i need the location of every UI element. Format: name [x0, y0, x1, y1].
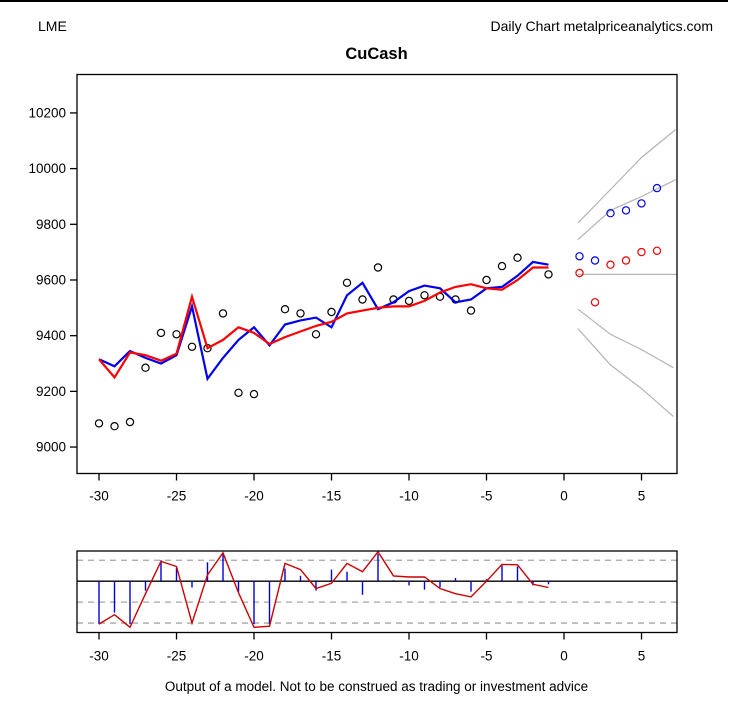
- disclaimer-caption: Output of a model. Not to be construed a…: [164, 679, 589, 694]
- y-tick-label: 9400: [36, 328, 66, 343]
- forecast-blue-point: [637, 199, 646, 208]
- observed-point: [172, 330, 181, 339]
- forecast-red-point: [575, 268, 584, 278]
- forecast-red-points: [575, 246, 662, 307]
- observed-points: [94, 253, 553, 431]
- observed-point: [311, 330, 321, 339]
- x-tick-label: 0: [560, 649, 568, 664]
- observed-point: [125, 417, 135, 427]
- forecast-blue-point: [606, 208, 615, 218]
- residual-bars: [98, 552, 550, 625]
- observed-point: [342, 278, 352, 287]
- forecast-red-point: [637, 247, 646, 257]
- forecast-blue-point: [590, 256, 600, 265]
- observed-point: [249, 389, 259, 399]
- forecast-red-point: [606, 260, 615, 269]
- x-tick-label: -10: [399, 489, 419, 504]
- forecast-blue-point: [652, 183, 662, 193]
- forecast-fan-lines: [577, 129, 677, 417]
- observed-point: [497, 261, 507, 271]
- main-y-axis: 9000 9200 9400 9600 9800 10000 10200: [28, 105, 77, 455]
- x-tick-label: -30: [89, 649, 109, 664]
- x-tick-label: 5: [638, 649, 646, 664]
- forecast-blue-point: [621, 206, 631, 215]
- model-fit-lines: [98, 260, 549, 382]
- y-tick-label: 9600: [36, 272, 66, 287]
- source-label: Daily Chart metalpriceanalytics.com: [490, 18, 713, 34]
- residual-reference-lines: [77, 559, 677, 624]
- observed-point: [110, 422, 119, 431]
- observed-point: [234, 388, 243, 397]
- observed-point: [420, 291, 429, 300]
- x-tick-label: -5: [480, 649, 492, 664]
- x-tick-label: -5: [480, 489, 492, 504]
- fan-lower_outer: [577, 328, 674, 417]
- y-tick-label: 10200: [28, 105, 66, 120]
- x-tick-label: -30: [89, 489, 109, 504]
- x-tick-label: -20: [244, 489, 264, 504]
- observed-point: [404, 296, 414, 306]
- observed-point: [373, 263, 383, 272]
- x-tick-label: 0: [560, 489, 568, 504]
- observed-point: [544, 270, 553, 279]
- y-tick-label: 9800: [36, 217, 66, 232]
- fan-lower_inner: [577, 308, 674, 369]
- red-model-fit: [98, 266, 549, 380]
- exchange-label: LME: [38, 18, 67, 34]
- residual-red-line: [98, 550, 549, 629]
- forecast-red-point: [652, 246, 662, 255]
- y-tick-label: 9000: [36, 440, 66, 455]
- observed-point: [156, 328, 166, 338]
- x-tick-label: -25: [167, 489, 187, 504]
- main-x-axis: -30 -25 -20 -15 -10 -5 0 5: [89, 473, 646, 504]
- forecast-red-point: [590, 298, 600, 307]
- fan-upper_inner: [577, 179, 676, 241]
- fan-upper_outer: [577, 129, 676, 224]
- residual-plot-box: [76, 550, 678, 634]
- chart-title: CuCash: [345, 45, 408, 63]
- forecast-blue-points: [575, 183, 662, 265]
- observed-point: [141, 363, 150, 372]
- observed-point: [466, 306, 476, 315]
- observed-point: [280, 305, 290, 314]
- observed-point: [327, 307, 336, 317]
- y-tick-label: 9200: [36, 384, 66, 399]
- x-tick-label: -15: [322, 649, 342, 664]
- y-tick-label: 10000: [28, 161, 66, 176]
- observed-point: [513, 253, 522, 262]
- x-tick-label: -10: [399, 649, 419, 664]
- x-tick-label: 5: [638, 489, 646, 504]
- forecast-red-point: [621, 256, 631, 265]
- main-plot-box: [76, 73, 678, 475]
- observed-point: [94, 419, 104, 428]
- observed-point: [296, 309, 305, 318]
- top-border-line: [0, 0, 728, 2]
- blue-model-fit: [98, 260, 549, 382]
- observed-point: [482, 275, 491, 285]
- observed-point: [187, 342, 197, 351]
- observed-point: [218, 309, 228, 318]
- observed-point: [358, 295, 367, 304]
- residual-x-axis: -30 -25 -20 -15 -10 -5 0 5: [89, 632, 646, 664]
- x-tick-label: -20: [244, 649, 264, 664]
- x-tick-label: -25: [167, 649, 187, 664]
- x-tick-label: -15: [322, 489, 342, 504]
- forecast-blue-point: [575, 252, 584, 261]
